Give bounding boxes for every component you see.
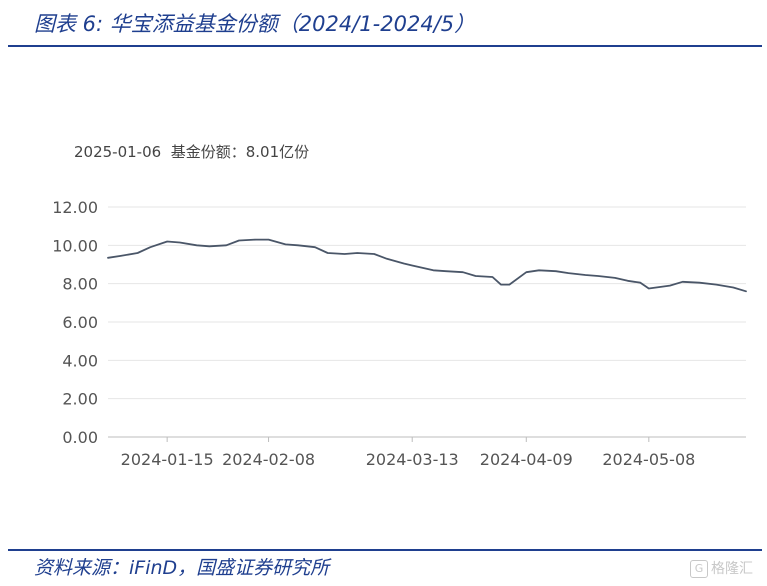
watermark-text: 格隆汇: [711, 561, 753, 577]
x-tick-label: 2024-04-09: [480, 450, 573, 469]
watermark-logo-icon: G: [690, 560, 708, 578]
watermark: G 格隆汇: [690, 558, 753, 578]
x-tick-label: 2024-03-13: [366, 450, 459, 469]
chart-tooltip: 2025-01-06 基金份额：8.01亿份: [74, 141, 309, 162]
y-tick-label: 0.00: [62, 428, 98, 447]
y-axis-ticks: 0.00 2.00 4.00 6.00 8.00 10.00 12.00: [52, 198, 98, 447]
y-tick-label: 6.00: [62, 313, 98, 332]
source-divider: [8, 549, 762, 551]
gridlines: [108, 206, 746, 438]
tooltip-value: 基金份额：8.01亿份: [170, 143, 310, 161]
x-tick-label: 2024-05-08: [602, 450, 695, 469]
tooltip-date: 2025-01-06: [74, 143, 162, 161]
title-divider: [8, 45, 762, 47]
x-axis-ticks: 2024-01-15 2024-02-08 2024-03-13 2024-04-09…: [121, 437, 695, 469]
x-tick-label: 2024-01-15: [121, 450, 214, 469]
y-tick-label: 4.00: [62, 351, 98, 370]
x-tick-label: 2024-02-08: [222, 450, 315, 469]
y-tick-label: 10.00: [52, 236, 98, 255]
y-tick-label: 8.00: [62, 275, 98, 294]
figure-title: 图表 6: 华宝添益基金份额（2024/1-2024/5）: [34, 12, 476, 36]
source-note: 资料来源：iFinD，国盛证券研究所: [34, 557, 330, 579]
series-line-fund-shares: [107, 238, 747, 293]
series-layer: [107, 238, 747, 293]
y-tick-label: 12.00: [52, 198, 98, 217]
y-tick-label: 2.00: [62, 390, 98, 409]
